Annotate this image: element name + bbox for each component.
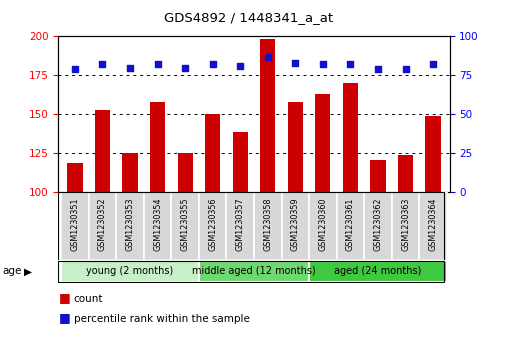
Bar <box>392 192 419 260</box>
Bar <box>199 192 227 260</box>
Point <box>429 61 437 67</box>
Text: GSM1230361: GSM1230361 <box>346 198 355 251</box>
Text: GSM1230355: GSM1230355 <box>181 198 189 252</box>
Text: GDS4892 / 1448341_a_at: GDS4892 / 1448341_a_at <box>165 11 333 24</box>
Point <box>99 61 107 67</box>
Text: GSM1230364: GSM1230364 <box>429 198 437 251</box>
Point <box>153 61 162 67</box>
Point <box>236 63 244 69</box>
Bar <box>144 192 171 260</box>
Bar <box>337 192 364 260</box>
Point <box>401 66 409 72</box>
Text: ▶: ▶ <box>24 266 32 276</box>
Point <box>126 65 134 70</box>
Bar <box>419 192 447 260</box>
Bar <box>199 261 309 282</box>
Text: count: count <box>74 294 103 305</box>
Text: GSM1230356: GSM1230356 <box>208 198 217 251</box>
Bar <box>122 153 138 192</box>
Bar <box>364 192 392 260</box>
Text: GSM1230351: GSM1230351 <box>71 198 79 251</box>
Text: GSM1230359: GSM1230359 <box>291 198 300 252</box>
Text: ■: ■ <box>58 311 70 324</box>
Text: GSM1230362: GSM1230362 <box>373 198 383 251</box>
Point <box>264 54 272 60</box>
Point <box>291 60 299 66</box>
Bar <box>95 110 110 192</box>
Bar <box>61 192 89 260</box>
Text: ■: ■ <box>58 291 70 304</box>
Bar <box>61 261 199 282</box>
Text: GSM1230353: GSM1230353 <box>125 198 135 251</box>
Text: GSM1230363: GSM1230363 <box>401 198 410 251</box>
Text: GSM1230358: GSM1230358 <box>263 198 272 251</box>
Bar <box>426 116 440 192</box>
Bar <box>370 160 386 192</box>
Text: GSM1230352: GSM1230352 <box>98 198 107 252</box>
Point <box>71 66 79 72</box>
Text: middle aged (12 months): middle aged (12 months) <box>192 266 316 276</box>
Bar <box>68 163 82 192</box>
Text: young (2 months): young (2 months) <box>86 266 174 276</box>
Bar <box>254 192 281 260</box>
Bar <box>150 102 165 192</box>
Bar <box>288 102 303 192</box>
Point <box>374 66 382 72</box>
Bar <box>260 40 275 192</box>
Bar <box>205 114 220 192</box>
Bar <box>89 192 116 260</box>
Text: GSM1230360: GSM1230360 <box>319 198 327 251</box>
Bar <box>343 83 358 192</box>
Text: age: age <box>3 266 22 276</box>
Text: percentile rank within the sample: percentile rank within the sample <box>74 314 249 325</box>
Bar <box>309 261 447 282</box>
Bar <box>171 192 199 260</box>
Point <box>319 61 327 67</box>
Text: aged (24 months): aged (24 months) <box>334 266 422 276</box>
Bar <box>116 192 144 260</box>
Bar <box>178 153 193 192</box>
Point <box>209 61 217 67</box>
Point <box>181 65 189 70</box>
Bar <box>233 131 248 192</box>
Text: GSM1230357: GSM1230357 <box>236 198 245 252</box>
Bar <box>315 94 330 192</box>
Bar <box>281 192 309 260</box>
Point <box>346 61 355 67</box>
Bar <box>227 192 254 260</box>
Text: GSM1230354: GSM1230354 <box>153 198 162 251</box>
Bar <box>398 155 413 192</box>
Bar <box>309 192 337 260</box>
